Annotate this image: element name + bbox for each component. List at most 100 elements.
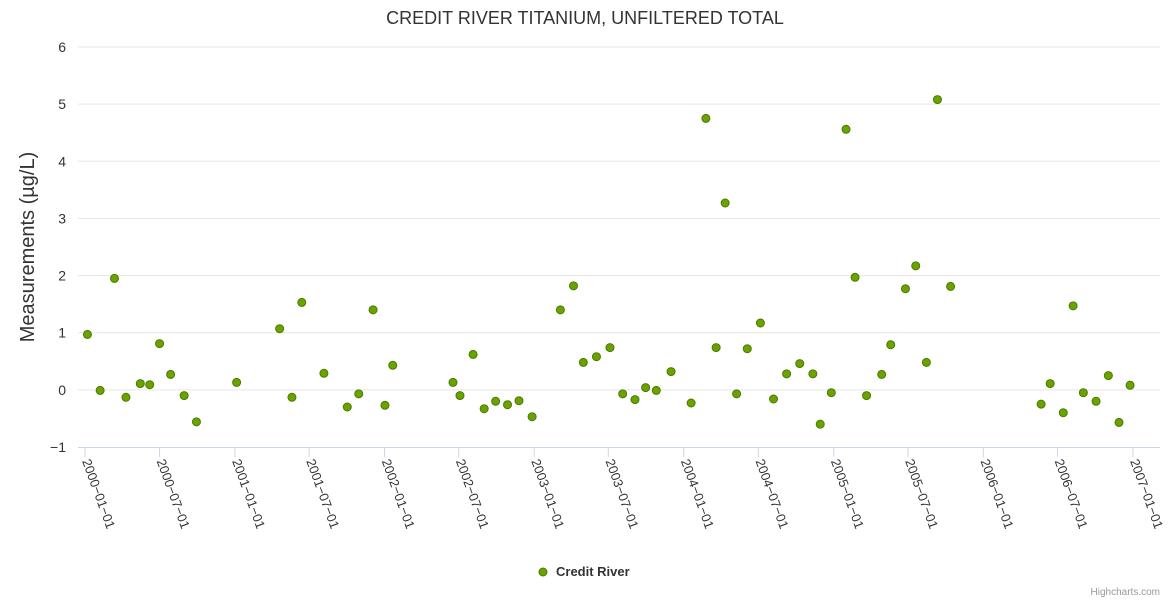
- y-tick-label: 3: [58, 210, 66, 226]
- data-point[interactable]: [448, 377, 458, 387]
- data-point[interactable]: [166, 369, 176, 379]
- data-point[interactable]: [591, 352, 601, 362]
- x-tick-label: 2000−01−01: [79, 457, 118, 531]
- x-tick-label: 2003−01−01: [528, 457, 567, 531]
- data-point[interactable]: [1078, 388, 1088, 398]
- y-tick-label: 2: [58, 268, 66, 284]
- data-point[interactable]: [605, 343, 615, 353]
- data-point[interactable]: [155, 339, 165, 349]
- data-point[interactable]: [795, 359, 805, 369]
- data-point[interactable]: [297, 297, 307, 307]
- highcharts-credit[interactable]: Highcharts.com: [1091, 587, 1160, 598]
- x-tick-label: 2001−07−01: [303, 457, 342, 531]
- data-point[interactable]: [555, 305, 565, 315]
- legend-item-credit-river[interactable]: Credit River: [556, 564, 630, 579]
- data-point[interactable]: [1114, 417, 1124, 427]
- legend[interactable]: Credit River: [538, 564, 630, 579]
- data-point[interactable]: [732, 389, 742, 399]
- x-tick-label: 2005−01−01: [828, 457, 867, 531]
- data-point[interactable]: [641, 383, 651, 393]
- data-point[interactable]: [711, 343, 721, 353]
- x-tick-label: 2006−01−01: [978, 457, 1017, 531]
- data-point[interactable]: [618, 389, 628, 399]
- x-tick-label: 2004−07−01: [753, 457, 792, 531]
- data-point[interactable]: [1091, 396, 1101, 406]
- data-point[interactable]: [911, 261, 921, 271]
- data-point[interactable]: [826, 388, 836, 398]
- data-point[interactable]: [720, 198, 730, 208]
- data-point[interactable]: [527, 412, 537, 422]
- data-point[interactable]: [342, 402, 352, 412]
- x-tick-label: 2006−07−01: [1052, 457, 1091, 531]
- data-point[interactable]: [850, 272, 860, 282]
- data-point[interactable]: [468, 349, 478, 359]
- y-axis-label: Measurements (µg/L): [17, 152, 39, 342]
- x-tick-label: 2004−01−01: [678, 457, 717, 531]
- data-point[interactable]: [886, 340, 896, 350]
- y-tick-label: 4: [58, 153, 66, 169]
- data-point[interactable]: [1068, 301, 1078, 311]
- x-axis: 2000−01−01 2000−07−01 2001−01−01 2001−07−01…: [78, 447, 1166, 531]
- data-point[interactable]: [932, 95, 942, 105]
- y-tick-label: 6: [58, 39, 66, 55]
- y-tick-label: 1: [58, 325, 66, 341]
- data-point[interactable]: [121, 392, 131, 402]
- data-point[interactable]: [287, 392, 297, 402]
- data-point[interactable]: [1058, 408, 1068, 418]
- data-point[interactable]: [755, 318, 765, 328]
- data-point[interactable]: [900, 284, 910, 294]
- data-point[interactable]: [1036, 399, 1046, 409]
- data-point[interactable]: [455, 391, 465, 401]
- data-point[interactable]: [808, 369, 818, 379]
- data-point[interactable]: [514, 396, 524, 406]
- data-point[interactable]: [701, 113, 711, 123]
- data-point[interactable]: [578, 357, 588, 367]
- data-point[interactable]: [380, 400, 390, 410]
- data-point[interactable]: [666, 367, 676, 377]
- data-point[interactable]: [82, 329, 92, 339]
- data-point[interactable]: [145, 380, 155, 390]
- data-point[interactable]: [569, 281, 579, 291]
- data-point[interactable]: [95, 385, 105, 395]
- data-point[interactable]: [368, 305, 378, 315]
- x-tick-label: 2000−07−01: [154, 457, 193, 531]
- data-point[interactable]: [651, 385, 661, 395]
- x-tick-label: 2002−07−01: [453, 457, 492, 531]
- data-point[interactable]: [232, 377, 242, 387]
- data-point[interactable]: [742, 344, 752, 354]
- data-point[interactable]: [135, 379, 145, 389]
- data-point[interactable]: [782, 369, 792, 379]
- data-point[interactable]: [1045, 379, 1055, 389]
- data-point[interactable]: [275, 324, 285, 334]
- data-point[interactable]: [769, 394, 779, 404]
- data-point[interactable]: [1125, 380, 1135, 390]
- data-point[interactable]: [354, 389, 364, 399]
- y-tick-label: 0: [58, 382, 66, 398]
- legend-marker: [538, 567, 548, 577]
- data-point[interactable]: [946, 281, 956, 291]
- data-point[interactable]: [479, 404, 489, 414]
- grid-lines: [78, 46, 1160, 391]
- data-point[interactable]: [319, 368, 329, 378]
- y-axis-ticks: −1 0 1 2 3 4 5 6: [50, 39, 66, 455]
- y-tick-label: −1: [50, 439, 66, 455]
- data-point[interactable]: [179, 391, 189, 401]
- data-point[interactable]: [815, 419, 825, 429]
- chart-title: CREDIT RIVER TITANIUM, UNFILTERED TOTAL: [386, 8, 784, 28]
- data-point[interactable]: [686, 398, 696, 408]
- data-point[interactable]: [109, 273, 119, 283]
- data-point[interactable]: [862, 391, 872, 401]
- data-point[interactable]: [388, 360, 398, 370]
- data-point[interactable]: [191, 417, 201, 427]
- data-point[interactable]: [841, 124, 851, 134]
- data-point[interactable]: [503, 400, 513, 410]
- data-point[interactable]: [1103, 371, 1113, 381]
- x-tick-label: 2007−01−01: [1127, 457, 1166, 531]
- data-point[interactable]: [630, 395, 640, 405]
- data-point[interactable]: [877, 369, 887, 379]
- y-tick-label: 5: [58, 96, 66, 112]
- data-point[interactable]: [491, 396, 501, 406]
- data-points: [82, 95, 1135, 429]
- data-point[interactable]: [921, 357, 931, 367]
